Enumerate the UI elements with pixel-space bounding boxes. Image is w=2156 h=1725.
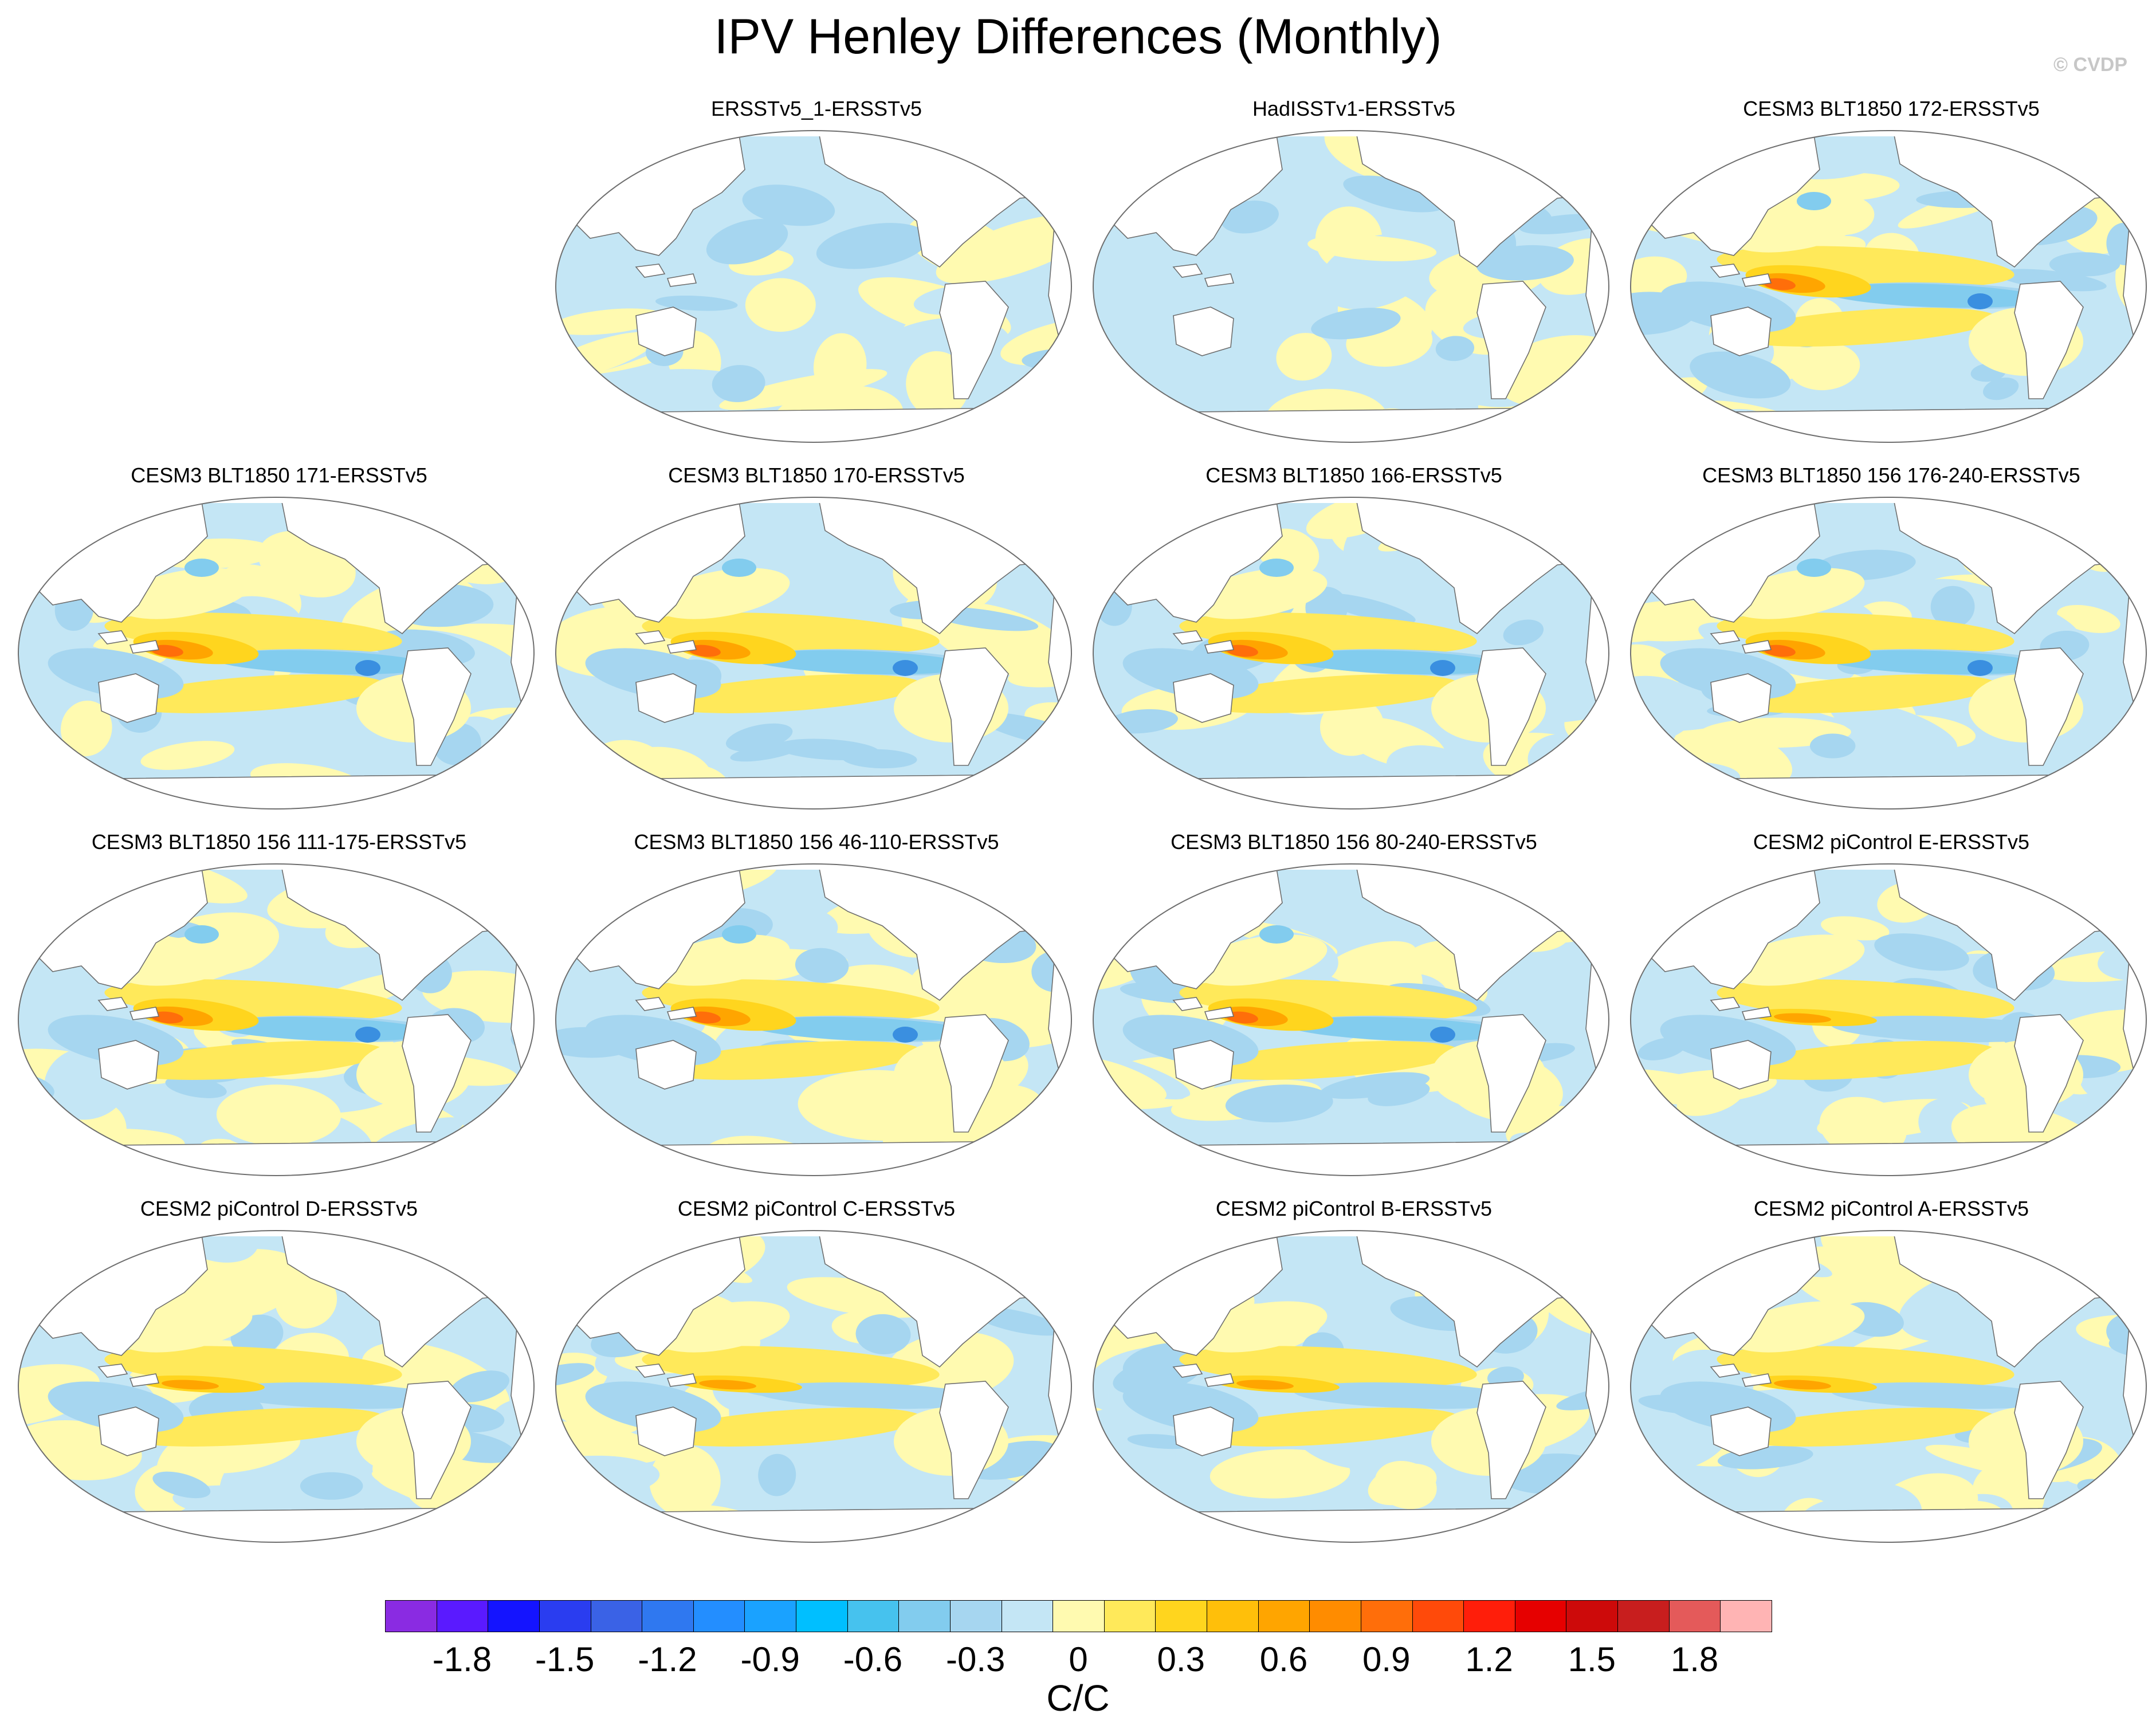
- colorbar-swatch: [539, 1600, 591, 1632]
- colorbar: [385, 1600, 1772, 1633]
- panel-title: CESM2 piControl C-ERSSTv5: [677, 1197, 956, 1220]
- panel-title: CESM3 BLT1850 172-ERSSTv5: [1743, 97, 2040, 120]
- panel-title: CESM3 BLT1850 156 80-240-ERSSTv5: [1171, 830, 1537, 854]
- colorbar-swatch: [1001, 1600, 1054, 1632]
- colorbar-swatch: [949, 1600, 1002, 1632]
- colorbar-tick-label: 1.2: [1465, 1640, 1513, 1679]
- colorbar-swatch: [1617, 1600, 1670, 1632]
- colorbar-swatch: [436, 1600, 489, 1632]
- world-map: [1630, 863, 2147, 1176]
- map-panel: CESM3 BLT1850 156 46-110-ERSSTv5: [550, 830, 1083, 1196]
- world-map: [18, 497, 535, 810]
- colorbar-swatch: [1103, 1600, 1156, 1632]
- colorbar-swatch: [1258, 1600, 1310, 1632]
- panel-title: CESM2 piControl D-ERSSTv5: [140, 1197, 418, 1220]
- colorbar-tick-label: -0.3: [946, 1640, 1006, 1679]
- world-map: [555, 130, 1072, 443]
- colorbar-swatch: [847, 1600, 900, 1632]
- colorbar-swatch: [1309, 1600, 1361, 1632]
- panel-title: CESM3 BLT1850 156 176-240-ERSSTv5: [1702, 463, 2080, 487]
- colorbar-tick-label: -1.8: [432, 1640, 492, 1679]
- world-map: [1630, 130, 2147, 443]
- world-map: [555, 1230, 1072, 1543]
- panel-title: CESM2 piControl A-ERSSTv5: [1753, 1197, 2029, 1220]
- panel-title: CESM3 BLT1850 156 111-175-ERSSTv5: [91, 830, 467, 854]
- colorbar-tick-label: 0.3: [1157, 1640, 1205, 1679]
- map-panel: CESM2 piControl E-ERSSTv5: [1625, 830, 2156, 1196]
- map-panel: CESM2 piControl D-ERSSTv5: [13, 1196, 545, 1563]
- panel-title: CESM3 BLT1850 170-ERSSTv5: [668, 463, 965, 487]
- world-map: [1093, 130, 1609, 443]
- map-panel: CESM2 piControl A-ERSSTv5: [1625, 1196, 2156, 1563]
- world-map: [1093, 1230, 1609, 1543]
- colorbar-tick-label: 1.8: [1670, 1640, 1719, 1679]
- world-map: [18, 863, 535, 1176]
- map-panel: CESM2 piControl B-ERSSTv5: [1087, 1196, 1620, 1563]
- colorbar-swatch: [796, 1600, 848, 1632]
- panel-title: HadISSTv1-ERSSTv5: [1252, 97, 1456, 120]
- colorbar-swatch: [1412, 1600, 1464, 1632]
- colorbar-swatch: [1566, 1600, 1619, 1632]
- panel-title: CESM3 BLT1850 156 46-110-ERSSTv5: [634, 830, 999, 854]
- copyright-label: © CVDP: [2053, 54, 2127, 76]
- world-map: [18, 1230, 535, 1543]
- figure-title: IPV Henley Differences (Monthly): [714, 9, 1442, 64]
- map-panel: CESM2 piControl C-ERSSTv5: [550, 1196, 1083, 1563]
- panel-title: CESM2 piControl E-ERSSTv5: [1753, 830, 2030, 854]
- colorbar-tick-label: 0.9: [1362, 1640, 1411, 1679]
- colorbar-swatch: [1360, 1600, 1413, 1632]
- map-panel: CESM3 BLT1850 156 176-240-ERSSTv5: [1625, 463, 2156, 830]
- colorbar-swatch: [1053, 1600, 1105, 1632]
- colorbar-tick-label: 0.6: [1259, 1640, 1308, 1679]
- map-panel: CESM3 BLT1850 166-ERSSTv5: [1087, 463, 1620, 830]
- map-panel: CESM3 BLT1850 171-ERSSTv5: [13, 463, 545, 830]
- world-map: [555, 863, 1072, 1176]
- panel-title: CESM2 piControl B-ERSSTv5: [1215, 1197, 1493, 1220]
- colorbar-swatch: [1668, 1600, 1721, 1632]
- colorbar-tick-label: 1.5: [1568, 1640, 1616, 1679]
- colorbar-swatch: [1463, 1600, 1515, 1632]
- world-map: [1093, 497, 1609, 810]
- map-panel: HadISSTv1-ERSSTv5: [1087, 96, 1620, 463]
- panel-title: CESM3 BLT1850 171-ERSSTv5: [131, 463, 427, 487]
- world-map: [1630, 1230, 2147, 1543]
- panel-title: CESM3 BLT1850 166-ERSSTv5: [1205, 463, 1502, 487]
- map-panel: CESM3 BLT1850 156 80-240-ERSSTv5: [1087, 830, 1620, 1196]
- map-panel: CESM3 BLT1850 170-ERSSTv5: [550, 463, 1083, 830]
- colorbar-swatch: [1155, 1600, 1208, 1632]
- map-panel: ERSSTv5_1-ERSSTv5: [550, 96, 1083, 463]
- colorbar-tick-label: -1.5: [535, 1640, 595, 1679]
- world-map: [1630, 497, 2147, 810]
- world-map: [1093, 863, 1609, 1176]
- world-map: [555, 497, 1072, 810]
- colorbar-swatch: [488, 1600, 540, 1632]
- colorbar-tick-label: 0: [1069, 1640, 1088, 1679]
- colorbar-tick-label: -0.6: [843, 1640, 903, 1679]
- colorbar-swatch: [590, 1600, 643, 1632]
- colorbar-swatch: [1207, 1600, 1259, 1632]
- colorbar-swatch: [1720, 1600, 1772, 1632]
- map-panel: CESM3 BLT1850 172-ERSSTv5: [1625, 96, 2156, 463]
- colorbar-swatch: [642, 1600, 694, 1632]
- colorbar-swatch: [1514, 1600, 1567, 1632]
- colorbar-tick-label: -0.9: [740, 1640, 800, 1679]
- colorbar-tick-label: -1.2: [638, 1640, 697, 1679]
- colorbar-swatch: [744, 1600, 797, 1632]
- colorbar-units: C/C: [1046, 1677, 1110, 1719]
- colorbar-swatch: [693, 1600, 745, 1632]
- map-panel: CESM3 BLT1850 156 111-175-ERSSTv5: [13, 830, 545, 1196]
- colorbar-swatch: [898, 1600, 951, 1632]
- colorbar-swatch: [385, 1600, 437, 1632]
- panel-title: ERSSTv5_1-ERSSTv5: [710, 97, 922, 120]
